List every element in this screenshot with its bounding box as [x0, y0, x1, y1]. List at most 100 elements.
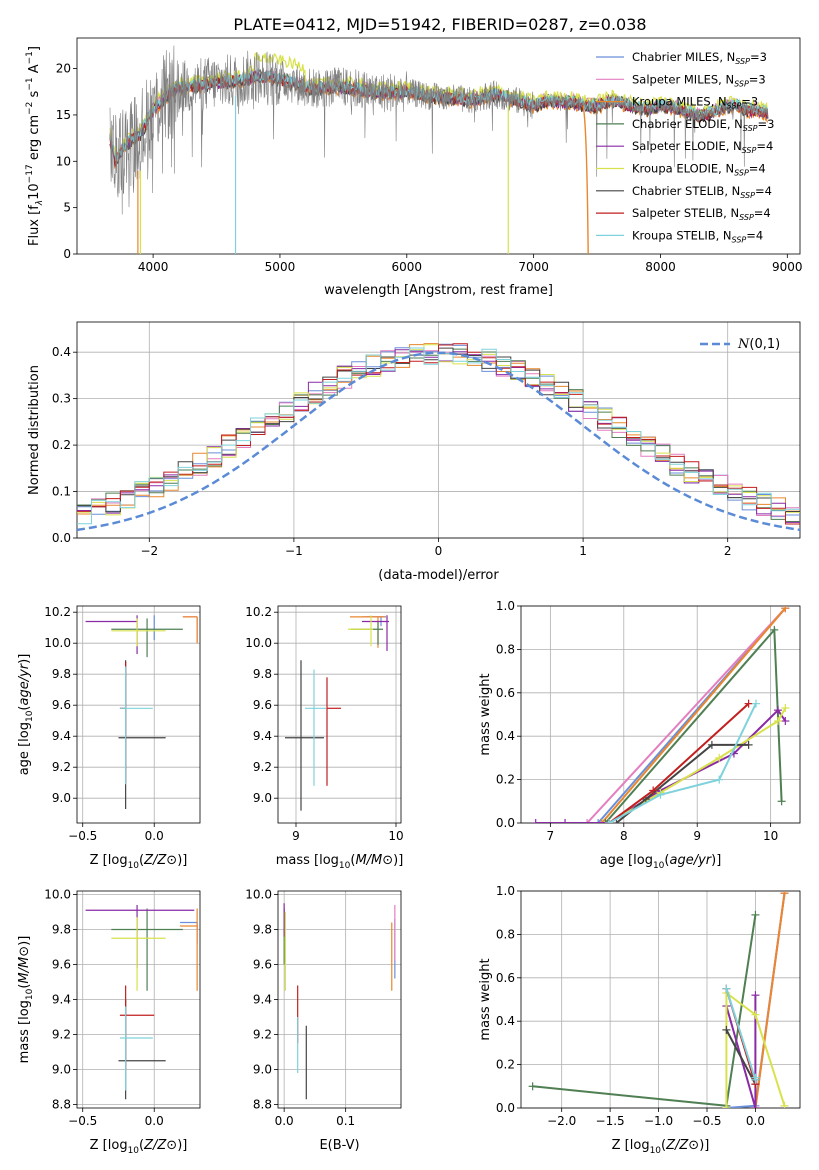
y-tick-label: 9.2 [52, 760, 71, 774]
weight-marker [751, 1073, 760, 1082]
weight-marker [722, 1025, 731, 1034]
y-tick-label: 0.6 [496, 686, 515, 700]
x-tick-label: 4000 [138, 260, 169, 274]
age-vs-z-ylabel: age [log10(age/yr)] [17, 654, 35, 776]
y-tick-label: 9.6 [52, 958, 71, 972]
weight-line-5 [725, 991, 786, 1108]
y-tick-label: 9.4 [253, 729, 272, 743]
weight-marker [656, 790, 665, 799]
y-tick-label: 0.8 [496, 642, 515, 656]
legend-label: Kroupa STELIB, NSSP=4 [632, 228, 763, 244]
weight-line-4 [725, 995, 757, 1108]
y-tick-label: 9.4 [52, 993, 71, 1007]
y-tick-label: 5 [63, 201, 71, 215]
y-tick-label: 1.0 [496, 599, 515, 613]
legend-label: Chabrier STELIB, NSSP=4 [632, 184, 772, 200]
x-tick-label: 9 [292, 829, 300, 843]
y-tick-label: 10 [56, 154, 71, 168]
y-tick-label: 9.6 [253, 698, 272, 712]
y-tick-label: 9.0 [253, 791, 272, 805]
y-tick-label: 9.0 [52, 791, 71, 805]
weight-marker [751, 910, 760, 919]
spectrum-frame [76, 37, 801, 255]
y-tick-label: 0.0 [496, 816, 515, 830]
y-tick-label: 0.0 [52, 531, 71, 545]
mass-vs-ebv-axes: 0.0 0.1 8.8 9.0 9.2 9.4 9.6 9.8 10.0 [245, 888, 402, 1128]
x-tick-label: −0.5 [68, 829, 97, 843]
residuals-axes: −2 −1 0 1 2 0.0 0.1 0.2 0.3 0.4 [52, 321, 801, 558]
mass-vs-z-frame [76, 890, 201, 1109]
weight-marker [722, 984, 731, 993]
errorbar-point [111, 618, 183, 658]
y-tick-label: 9.2 [52, 1028, 71, 1042]
legend-label: Chabrier ELODIE, NSSP=3 [632, 117, 774, 133]
legend-label: Kroupa MILES, NSSP=3 [632, 95, 758, 111]
weight-vs-age-xlabel: age [log10(age/yr)] [600, 853, 722, 871]
y-tick-label: 10.2 [44, 605, 71, 619]
y-tick-label: 8.8 [253, 1098, 272, 1112]
y-tick-label: 9.8 [253, 667, 272, 681]
mass-vs-z-ylabel: mass [log10(M/M⊙)] [17, 936, 35, 1064]
weight-marker [751, 1104, 760, 1108]
weight-vs-z-frame [520, 890, 801, 1109]
spectrum-xlabel: wavelength [Angstrom, rest frame] [324, 283, 553, 298]
weight-marker [780, 891, 789, 898]
weight-vs-z-axes: −2.0 −1.5 −1.0 −0.5 0.0 0.0 0.2 0.4 0.6 0.8 1.0 [496, 884, 801, 1128]
y-tick-label: 9.0 [52, 1063, 71, 1077]
errorbar-point [111, 908, 183, 991]
errorbar-point [182, 616, 198, 644]
figure-title: PLATE=0412, MJD=51942, FIBERID=0287, z=0… [233, 15, 646, 34]
weight-vs-age-plot-area [531, 606, 790, 823]
x-tick-label: 5000 [265, 260, 296, 274]
x-tick-label: 0.0 [145, 1114, 164, 1128]
x-tick-label: 1 [579, 544, 587, 558]
weight-line-8 [608, 703, 757, 823]
errorbar-point [111, 618, 166, 647]
weight-marker [583, 819, 592, 823]
x-tick-label: −1.0 [644, 1114, 673, 1128]
age-vs-mass-plot-area [285, 615, 389, 811]
errorbar-point [305, 669, 326, 786]
y-tick-label: 9.2 [253, 760, 272, 774]
y-tick-label: 20 [56, 62, 71, 76]
y-tick-label: 1.0 [496, 884, 515, 898]
x-tick-label: 0.0 [746, 1114, 765, 1128]
x-tick-label: 0.0 [145, 829, 164, 843]
residuals-xlabel: (data-model)/error [378, 568, 499, 583]
age-vs-z-plot-area [85, 615, 198, 810]
residuals-frame [76, 321, 801, 539]
x-tick-label: 0 [435, 544, 443, 558]
errorbar-point [119, 666, 153, 785]
y-tick-label: 9.6 [253, 958, 272, 972]
errorbar-point [285, 660, 324, 811]
weight-marker [707, 740, 716, 749]
legend-label: Salpeter MILES, NSSP=3 [632, 72, 766, 88]
y-tick-label: 9.6 [52, 698, 71, 712]
weight-marker [605, 819, 614, 823]
y-tick-label: 0.0 [496, 1101, 515, 1115]
weight-marker [715, 753, 724, 762]
residual-hist-8 [77, 347, 800, 525]
weight-marker [781, 703, 790, 712]
y-tick-label: 0 [63, 247, 71, 261]
weight-marker [561, 819, 570, 823]
weight-marker [715, 775, 724, 784]
x-tick-label: 0.1 [336, 1114, 355, 1128]
x-tick-label: −1.5 [596, 1114, 625, 1128]
y-tick-label: 0.2 [496, 773, 515, 787]
y-tick-label: 0.6 [496, 971, 515, 985]
weight-marker [744, 699, 753, 708]
weight-marker [751, 1010, 760, 1019]
age-vs-z-axes: −0.5 0.0 9.0 9.2 9.4 9.6 9.8 10.0 10.2 [44, 605, 201, 843]
y-tick-label: 9.8 [253, 923, 272, 937]
y-tick-label: 10.0 [245, 636, 272, 650]
age-vs-mass-frame [277, 605, 402, 824]
x-tick-label: 2 [724, 544, 732, 558]
x-tick-label: 8 [620, 829, 628, 843]
mass-vs-ebv-plot-area [283, 903, 396, 1100]
x-tick-label: 0.0 [275, 1114, 294, 1128]
y-tick-label: 0.4 [496, 729, 515, 743]
spectrum-axes: 4000 5000 6000 7000 8000 9000 0 5 10 15 20 [56, 37, 803, 274]
x-tick-label: 8000 [645, 260, 676, 274]
